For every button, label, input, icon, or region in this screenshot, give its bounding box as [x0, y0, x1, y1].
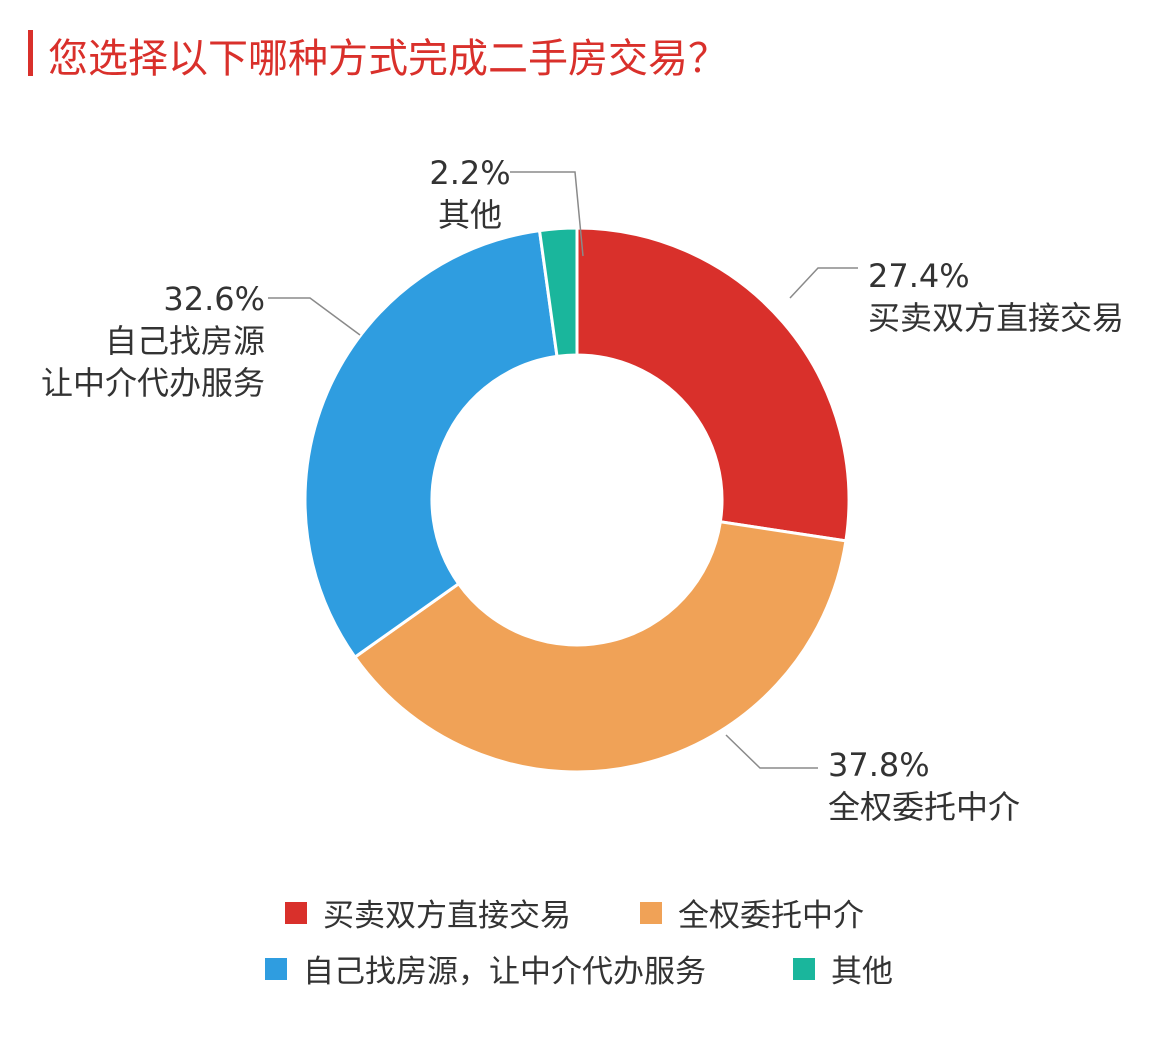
slice-label-direct: 27.4% 买卖双方直接交易	[868, 255, 1124, 339]
slice-name: 全权委托中介	[828, 788, 1021, 826]
donut-slice-agency	[352, 520, 848, 774]
legend-item-agency: 全权委托中介	[640, 890, 864, 935]
legend-label: 其他	[831, 954, 893, 990]
slice-name-line2: 让中介代办服务	[40, 364, 265, 402]
donut-slice-other	[537, 226, 579, 359]
legend-swatch	[793, 957, 815, 980]
leader-line	[510, 171, 584, 257]
slice-name: 买卖双方直接交易	[868, 299, 1125, 337]
slice-name: 自己找房源	[104, 322, 265, 360]
legend-label: 自己找房源，让中介代办服务	[303, 954, 706, 990]
donut-slice-self-find	[303, 228, 559, 660]
slice-percent: 27.4%	[868, 257, 970, 295]
legend-swatch	[640, 901, 662, 924]
slice-name: 其他	[437, 196, 502, 234]
donut-slice-direct	[575, 226, 851, 543]
legend-label: 买卖双方直接交易	[323, 898, 571, 934]
legend-swatch	[265, 957, 287, 980]
legend-label: 全权委托中介	[678, 898, 864, 934]
slice-label-agency: 37.8% 全权委托中介	[828, 744, 1020, 828]
slice-percent: 32.6%	[163, 280, 265, 318]
leader-line	[268, 297, 361, 336]
legend-item-other: 其他	[793, 946, 893, 991]
legend-swatch	[285, 901, 307, 924]
slice-percent: 2.2%	[429, 154, 511, 192]
chart-title: 您选择以下哪种方式完成二手房交易？	[48, 36, 728, 82]
legend-item-direct: 买卖双方直接交易	[285, 890, 571, 935]
donut-chart	[268, 171, 858, 774]
slice-label-other: 2.2% 其他	[420, 152, 520, 236]
leader-line	[789, 267, 858, 299]
slice-percent: 37.8%	[828, 746, 930, 784]
slice-label-self-find: 32.6% 自己找房源 让中介代办服务	[25, 278, 265, 404]
legend-item-self-find: 自己找房源，让中介代办服务	[265, 946, 706, 991]
leader-line	[725, 734, 818, 769]
title-accent-bar	[28, 30, 33, 76]
